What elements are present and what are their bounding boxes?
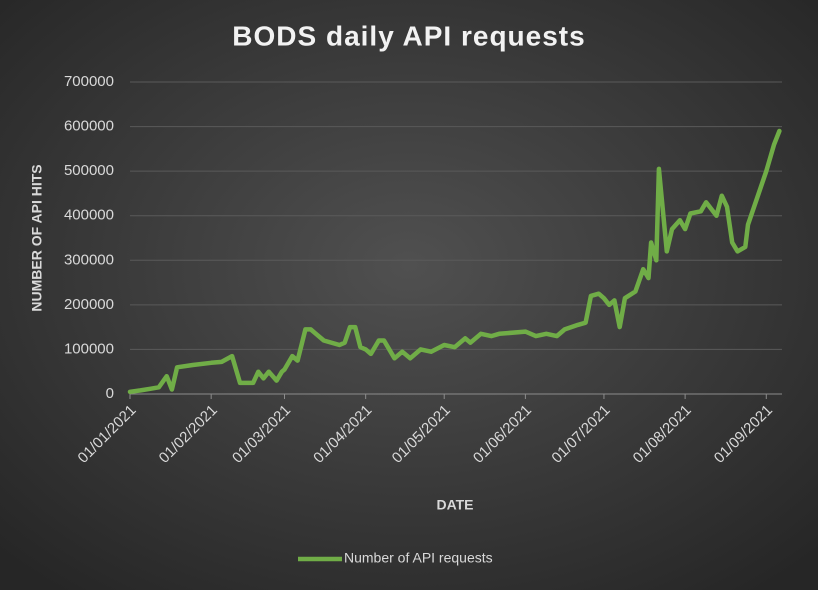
y-tick-label: 500000: [64, 162, 114, 179]
y-tick-label: 600000: [64, 118, 114, 135]
chart-title: BODS daily API requests: [232, 20, 585, 51]
y-tick-label: 100000: [64, 340, 114, 357]
y-tick-label: 700000: [64, 73, 114, 90]
y-tick-label: 400000: [64, 207, 114, 224]
y-tick-label: 0: [106, 385, 114, 402]
y-tick-label: 300000: [64, 251, 114, 268]
x-axis-title: DATE: [436, 497, 473, 513]
y-tick-label: 200000: [64, 296, 114, 313]
legend-label: Number of API requests: [344, 550, 493, 566]
data-line: [127, 128, 782, 395]
y-axis-title: NUMBER OF API HITS: [29, 164, 45, 311]
